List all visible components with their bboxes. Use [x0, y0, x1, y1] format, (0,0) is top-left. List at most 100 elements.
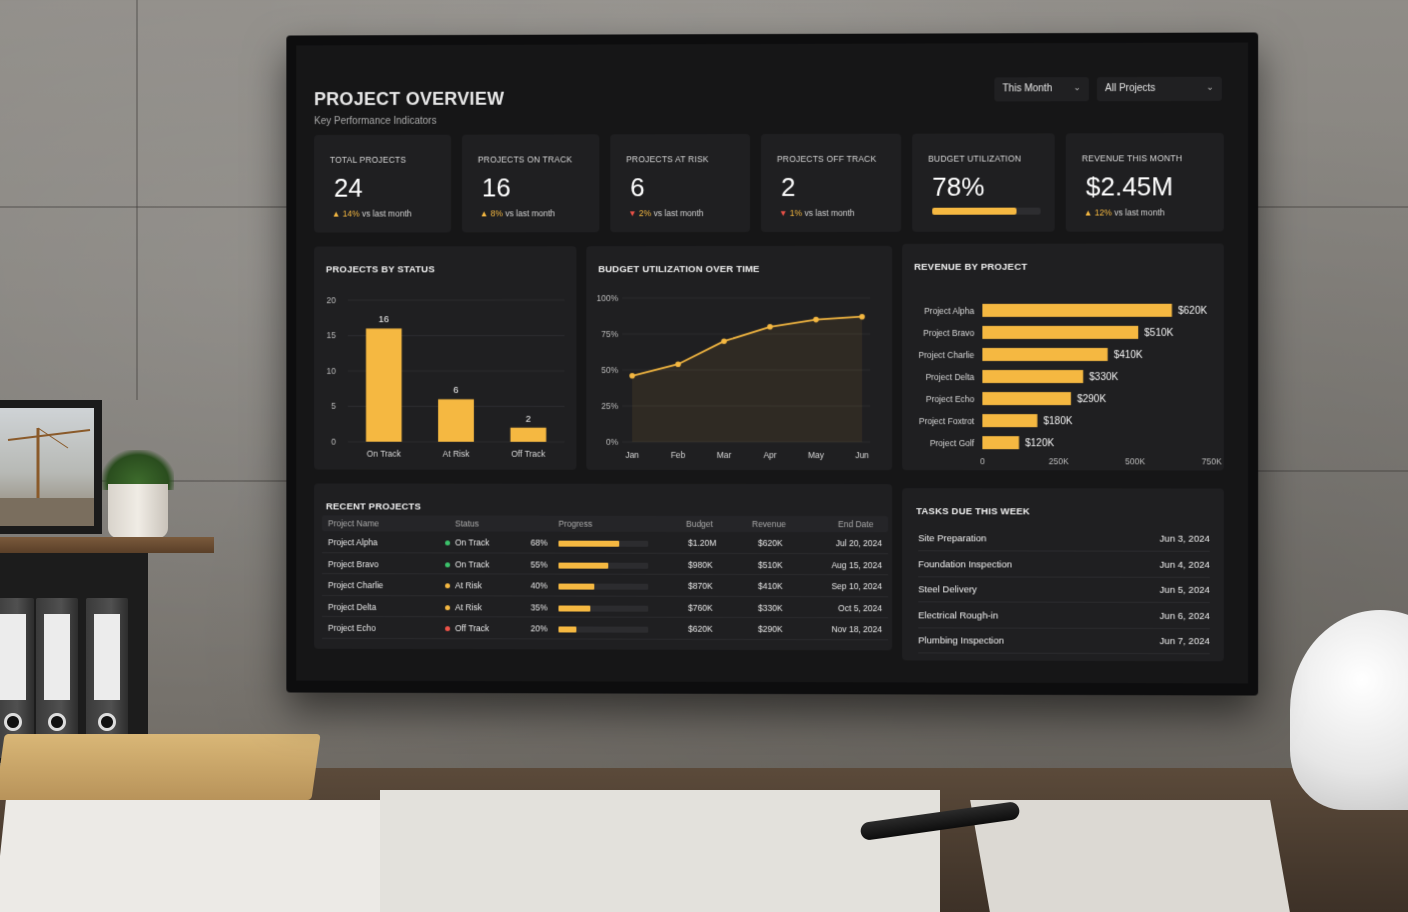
task-due-date: Jun 3, 2024 — [1160, 534, 1210, 545]
task-item[interactable]: Plumbing Inspection Jun 7, 2024 — [918, 628, 1210, 654]
chevron-down-icon: ⌄ — [1206, 82, 1214, 93]
monitor: PROJECT OVERVIEW Key Performance Indicat… — [286, 32, 1258, 695]
progress-percent: 55% — [531, 559, 548, 569]
kpi-delta-text: vs last month — [362, 209, 412, 219]
kpi-delta: ▲ 8% vs last month — [480, 208, 555, 218]
trend-down-icon: ▼ — [628, 208, 639, 218]
data-point — [721, 338, 727, 344]
tasks-due-card: TASKS DUE THIS WEEK Site Preparation Jun … — [902, 488, 1224, 661]
period-filter-value: This Month — [1002, 83, 1052, 94]
y-tick-label: 50% — [601, 365, 618, 375]
construction-photo — [0, 408, 94, 526]
data-label: $180K — [1043, 416, 1072, 427]
data-point — [859, 314, 865, 320]
trend-down-icon: ▼ — [779, 208, 790, 218]
y-tick-label: Project Golf — [930, 438, 975, 448]
progress-percent: 40% — [531, 581, 548, 591]
task-item[interactable]: Foundation Inspection Jun 4, 2024 — [918, 552, 1210, 578]
x-tick-label: At Risk — [443, 449, 470, 459]
kpi-label: TOTAL PROJECTS — [330, 155, 406, 165]
project-name: Project Delta — [328, 601, 376, 611]
kpi-delta: ▼ 2% vs last month — [628, 208, 703, 218]
y-tick-label: 75% — [601, 329, 618, 339]
x-tick-label: May — [808, 450, 825, 460]
kpi-delta: ▼ 1% vs last month — [779, 208, 855, 218]
budget-utilization-chart: 0%25%50%75%100%Jan Feb Mar Apr May Jun — [586, 246, 892, 470]
kpi-delta-pct: 8% — [491, 208, 503, 218]
column-header[interactable]: End Date — [838, 519, 874, 529]
bar — [366, 329, 402, 442]
table-row[interactable]: Project Delta At Risk 35% $760K $330K Oct 5, … — [322, 596, 888, 619]
projects-by-status-chart: 0 5 10 15 20 16 On Track 6 At Risk 2 Off Track — [314, 246, 576, 470]
kpi-label: PROJECTS OFF TRACK — [777, 154, 876, 164]
task-item[interactable]: Steel Delivery Jun 5, 2024 — [918, 577, 1210, 603]
data-label: $510K — [1144, 328, 1173, 339]
table-row[interactable]: Project Alpha On Track 68% $1.20M $620K Jul 2… — [322, 531, 888, 553]
data-label: 6 — [453, 385, 458, 396]
kpi-budget-utilization: BUDGET UTILIZATION 78% — [912, 133, 1055, 231]
table-row[interactable]: Project Bravo On Track 55% $980K $510K Aug 15… — [322, 553, 888, 576]
revenue-value: $290K — [758, 624, 783, 634]
revenue-value: $510K — [758, 559, 783, 569]
task-due-date: Jun 4, 2024 — [1160, 559, 1210, 570]
data-label: 16 — [379, 315, 389, 326]
y-tick-label: 0% — [606, 437, 619, 447]
photo-frame — [0, 400, 102, 534]
status-label: Off Track — [455, 623, 489, 633]
status-dot-icon — [445, 583, 450, 588]
recent-projects-table: Project Name Status Progress Budget Reve… — [322, 515, 888, 639]
x-tick-label: 250K — [1049, 456, 1069, 466]
task-item[interactable]: Site Preparation Jun 3, 2024 — [918, 526, 1210, 552]
y-tick-label: Project Bravo — [923, 328, 974, 338]
trend-up-icon: ▲ — [1084, 208, 1095, 218]
kpi-value: 2 — [781, 172, 795, 203]
table-row[interactable]: Project Echo Off Track 20% $620K $290K Nov 18… — [322, 617, 888, 640]
bar — [982, 348, 1107, 361]
task-name: Site Preparation — [918, 533, 986, 544]
data-point — [813, 317, 819, 323]
kpi-delta-text: vs last month — [505, 208, 555, 218]
end-date: Jul 20, 2024 — [836, 538, 882, 548]
data-label: $410K — [1114, 350, 1143, 361]
y-tick-label: Project Foxtrot — [919, 416, 975, 426]
progress-bar — [558, 562, 648, 568]
end-date: Aug 15, 2024 — [831, 560, 882, 570]
column-header[interactable]: Progress — [558, 519, 592, 529]
task-item[interactable]: Electrical Rough-in Jun 6, 2024 — [918, 603, 1210, 629]
project-filter-value: All Projects — [1105, 83, 1155, 94]
kpi-label: PROJECTS AT RISK — [626, 154, 709, 164]
kpi-delta: ▲ 12% vs last month — [1084, 207, 1165, 217]
kpi-label: REVENUE THIS MONTH — [1082, 153, 1182, 163]
status-label: At Risk — [455, 580, 482, 590]
recent-projects-card: RECENT PROJECTS Project Name Status Prog… — [314, 483, 892, 650]
table-body: Project Alpha On Track 68% $1.20M $620K Jul 2… — [322, 531, 888, 640]
table-row[interactable]: Project Charlie At Risk 40% $870K $410K Sep 1… — [322, 574, 888, 597]
task-due-date: Jun 6, 2024 — [1160, 610, 1210, 621]
period-filter-dropdown[interactable]: This Month ⌄ — [994, 77, 1088, 101]
bar — [982, 370, 1083, 383]
task-name: Steel Delivery — [918, 584, 977, 595]
x-tick-label: Off Track — [511, 449, 546, 459]
card-title: TASKS DUE THIS WEEK — [916, 506, 1030, 517]
task-name: Electrical Rough-in — [918, 610, 998, 621]
revenue-by-project-chart: Project Alpha $620KProject Bravo $510KProj… — [902, 243, 1224, 470]
kpi-delta: ▲ 14% vs last month — [332, 209, 412, 219]
project-filter-dropdown[interactable]: All Projects ⌄ — [1097, 77, 1222, 101]
kpi-revenue-this-month: REVENUE THIS MONTH $2.45M ▲ 12% vs last … — [1066, 133, 1224, 232]
x-tick-label: 750K — [1202, 456, 1222, 466]
end-date: Oct 5, 2024 — [838, 603, 882, 613]
data-point — [629, 373, 635, 379]
column-header[interactable]: Revenue — [752, 519, 786, 529]
column-header[interactable]: Status — [455, 519, 479, 529]
crane-icon — [0, 408, 94, 526]
column-header[interactable]: Budget — [686, 519, 713, 529]
y-tick-label: Project Delta — [926, 372, 975, 382]
status-label: On Track — [455, 559, 489, 569]
progress-bar — [558, 584, 648, 590]
column-header[interactable]: Project Name — [328, 518, 379, 528]
y-tick-label: Project Alpha — [924, 306, 974, 316]
task-due-date: Jun 7, 2024 — [1160, 636, 1210, 647]
kpi-value: 24 — [334, 173, 363, 204]
x-tick-label: Jun — [855, 450, 869, 460]
budget-value: $870K — [688, 581, 713, 591]
